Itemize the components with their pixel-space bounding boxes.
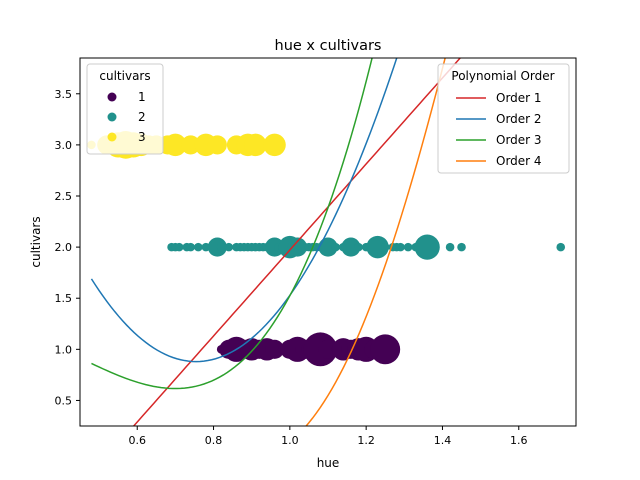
scatter-point-cultivar-1 [318, 339, 338, 359]
scatter-point-cultivar-3 [244, 133, 267, 157]
legend-label-cultivar: 1 [138, 90, 146, 104]
x-tick-label: 1.6 [510, 434, 528, 447]
fit-line-layer [90, 58, 462, 426]
legend-cultivars-frame [86, 63, 164, 155]
y-tick-label: 2.0 [55, 241, 73, 254]
legend-cultivars-title: cultivars [99, 69, 150, 83]
legend-label-fit: Order 2 [496, 112, 542, 126]
chart-title: hue x cultivars [275, 38, 382, 54]
y-tick-label: 2.5 [55, 190, 73, 203]
scatter-point-cultivar-3 [207, 135, 227, 155]
scatter-point-cultivar-2 [430, 242, 440, 252]
y-tick-label: 0.5 [55, 394, 73, 407]
scatter-point-cultivar-2 [224, 242, 234, 252]
legend-polynomial-title: Polynomial Order [451, 69, 554, 83]
legend-polynomial-order: Polynomial Order Order 1 Order 2 Order 3 Or… [437, 63, 570, 174]
x-tick-label: 1.4 [434, 434, 452, 447]
legend-label-fit: Order 3 [496, 133, 542, 147]
scatter-point-cultivar-2 [396, 242, 405, 252]
scatter-point-cultivar-3 [181, 135, 201, 155]
fit-line-order-4 [305, 58, 446, 426]
plot-frame [79, 57, 577, 427]
x-tick-label: 0.8 [205, 434, 223, 447]
y-tick-label: 3.5 [55, 88, 73, 101]
scatter-point-cultivar-1 [265, 339, 285, 359]
scatter-point-cultivar-1 [370, 334, 401, 365]
scatter-point-cultivar-2 [457, 242, 466, 252]
x-axis: 0.6 0.8 1.0 1.2 1.4 1.6 [128, 426, 528, 447]
scatter-point-cultivar-3 [164, 133, 187, 157]
scatter-point-cultivar-2 [341, 237, 361, 257]
scatter-point-cultivar-3 [263, 133, 286, 157]
scatter-point-cultivar-2 [186, 242, 195, 252]
y-tick-label: 3.0 [55, 139, 73, 152]
scatter-point-cultivar-2 [556, 242, 566, 252]
scatter-point-cultivar-2 [366, 235, 389, 259]
legend-polynomial-frame [437, 63, 570, 174]
x-axis-label: hue [317, 456, 340, 470]
legend-cultivars: cultivars 1 2 3 [86, 63, 164, 155]
scatter-point-cultivar-2 [380, 242, 390, 252]
y-axis: 0.5 1.0 1.5 2.0 2.5 3.0 3.5 [55, 88, 80, 407]
x-tick-label: 0.6 [128, 434, 146, 447]
fit-line-order-3 [91, 58, 373, 390]
y-tick-label: 1.5 [55, 292, 73, 305]
scatter-point-cultivar-2 [445, 242, 455, 252]
scatter-point-cultivar-2 [318, 237, 338, 257]
y-tick-label: 1.0 [55, 343, 73, 356]
legend-marker-cultivar-3 [107, 132, 117, 142]
legend-label-fit: Order 1 [496, 91, 542, 105]
legend-label-cultivar: 2 [138, 110, 146, 124]
x-tick-label: 1.0 [281, 434, 299, 447]
legend-label-cultivar: 3 [138, 130, 146, 144]
scatter-point-cultivar-2 [193, 242, 203, 252]
legend-marker-cultivar-1 [107, 92, 117, 102]
scatter-point-cultivar-2 [403, 242, 413, 252]
legend-label-fit: Order 4 [496, 154, 542, 168]
x-tick-label: 1.2 [357, 434, 375, 447]
scatter-point-cultivar-2 [216, 242, 226, 252]
scatter-point-cultivar-2 [354, 242, 363, 252]
scatter-point-cultivar-2 [174, 242, 184, 252]
fit-line-order-2 [90, 58, 398, 363]
legend-marker-cultivar-2 [107, 112, 117, 122]
fit-line-order-1 [132, 58, 462, 426]
scatter-point-cultivar-2 [331, 242, 340, 252]
y-axis-label: cultivars [29, 216, 43, 267]
scatter-point-cultivar-2 [414, 234, 440, 260]
